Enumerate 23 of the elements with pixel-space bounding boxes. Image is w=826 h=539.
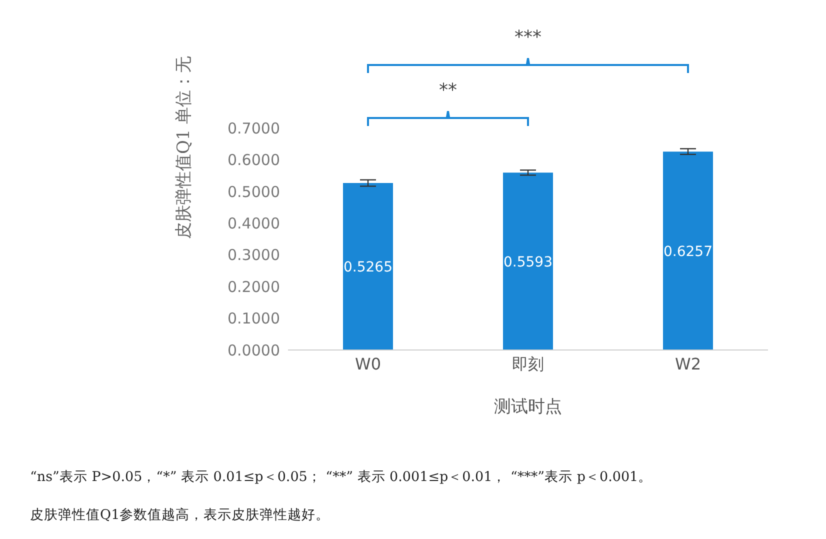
- y-tick-label: 0.6000: [228, 151, 280, 170]
- bar: [503, 172, 553, 350]
- data-label: 0.5593: [504, 254, 552, 270]
- bar: [343, 183, 393, 350]
- y-tick-label: 0.2000: [228, 278, 280, 296]
- y-axis-title: 皮肤弹性值Q1 单位：无: [174, 56, 194, 239]
- text: **: [438, 80, 458, 101]
- y-tick-label: 0.5000: [228, 182, 280, 201]
- y-tick-label: 0.4000: [228, 214, 280, 232]
- y-tick-label: 0.7000: [228, 119, 280, 138]
- text: “ns”表示 P>0.05，“*” 表示 0.01≤p＜0.05； “**” 表示 0.001≤p＜0.01， “***”表示 p＜0.001。: [30, 468, 654, 487]
- x-axis-title: 测试时点: [494, 397, 562, 417]
- y-tick-label: 0.3000: [228, 246, 280, 264]
- x-tick-label: W0: [355, 354, 381, 374]
- text: 皮肤弹性值Q1参数值越高，表示皮肤弹性越好。: [30, 506, 331, 525]
- x-tick-label: 即刻: [512, 354, 544, 374]
- bar: [663, 152, 713, 350]
- y-tick-label: 0.0000: [228, 341, 280, 360]
- y-tick-label: 0.1000: [228, 310, 280, 328]
- x-tick-label: W2: [675, 354, 701, 374]
- text: ***: [514, 27, 542, 48]
- data-label: 0.6257: [664, 244, 712, 260]
- data-label: 0.5265: [344, 259, 392, 276]
